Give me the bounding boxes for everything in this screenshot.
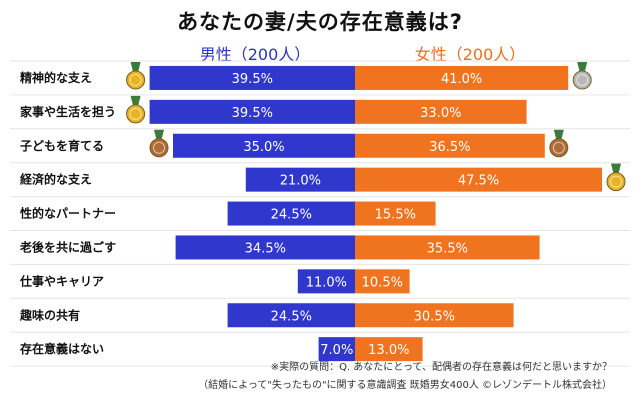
category-label: 趣味の共有 [19,307,80,322]
female-bar [355,167,602,192]
female-value-label: 30.5% [414,309,455,324]
medal-silver-icon [572,70,592,90]
category-label: 性的なパートナー [19,206,116,221]
male-bar [297,269,355,294]
female-bar [355,337,423,362]
male-bar [173,133,355,158]
female-value-label: 35.5% [427,241,468,256]
male-bar [227,201,355,226]
medal-gold-icon-ring [129,73,142,86]
medal-gold-icon-ring [129,107,142,120]
female-bar [355,303,514,328]
female-bar [355,133,545,158]
female-bar [355,235,540,260]
male-value-label: 24.5% [271,309,312,324]
legend-male: 男性（200人） [199,45,311,64]
footnote-source: （結婚によって"失ったもの"に関する意識調査 既婚男女400人 ©レゾンデートル… [198,380,612,391]
male-value-label: 24.5% [271,208,312,223]
female-bar [355,269,410,294]
male-bar [149,99,355,124]
male-bar [149,65,355,90]
legend-female: 女性（200人） [414,45,526,64]
male-bar [227,303,355,328]
footnote-question: ※実際の質問：Q. あなたにとって、配偶者の存在意義は何だと思いますか？ [270,362,612,373]
medal-bronze-icon [149,138,169,158]
male-value-label: 11.0% [306,275,347,290]
female-bar [355,201,436,226]
male-value-label: 7.0% [320,343,353,358]
medal-gold-icon [126,104,146,124]
female-value-label: 13.0% [368,343,409,358]
female-bar [355,99,527,124]
male-value-label: 35.0% [243,140,284,155]
medal-gold-icon [126,70,146,90]
female-value-label: 47.5% [458,174,499,189]
female-bar [355,65,569,90]
medal-bronze-icon [549,138,569,158]
male-value-label: 21.0% [280,174,321,189]
female-value-label: 36.5% [429,140,470,155]
category-label: 経済的な支え [20,172,92,187]
category-label: 子どもを育てる [20,138,104,153]
medal-bronze-icon-ring [153,141,165,154]
male-value-label: 39.5% [232,106,273,121]
category-label: 存在意義はない [19,341,104,356]
chart-title: あなたの妻/夫の存在意義は? [177,10,463,34]
female-value-label: 33.0% [420,106,461,121]
male-bar [175,235,355,260]
male-value-label: 39.5% [232,72,273,87]
medal-bronze-icon-ring [552,141,565,154]
medal-silver-icon-ring [576,73,589,86]
category-label: 仕事やキャリア [19,273,104,288]
category-label: 精神的な支え [20,70,92,85]
male-value-label: 34.5% [245,241,286,256]
female-value-label: 15.5% [375,208,416,223]
female-value-label: 41.0% [441,72,482,87]
medal-gold-icon [606,172,626,192]
category-label: 老後を共に過ごす [20,239,116,254]
male-bar [318,337,355,362]
female-value-label: 10.5% [362,275,403,290]
category-label: 家事や生活を担う [20,104,116,119]
male-bar [245,167,355,192]
medal-gold-icon-ring [610,175,622,188]
